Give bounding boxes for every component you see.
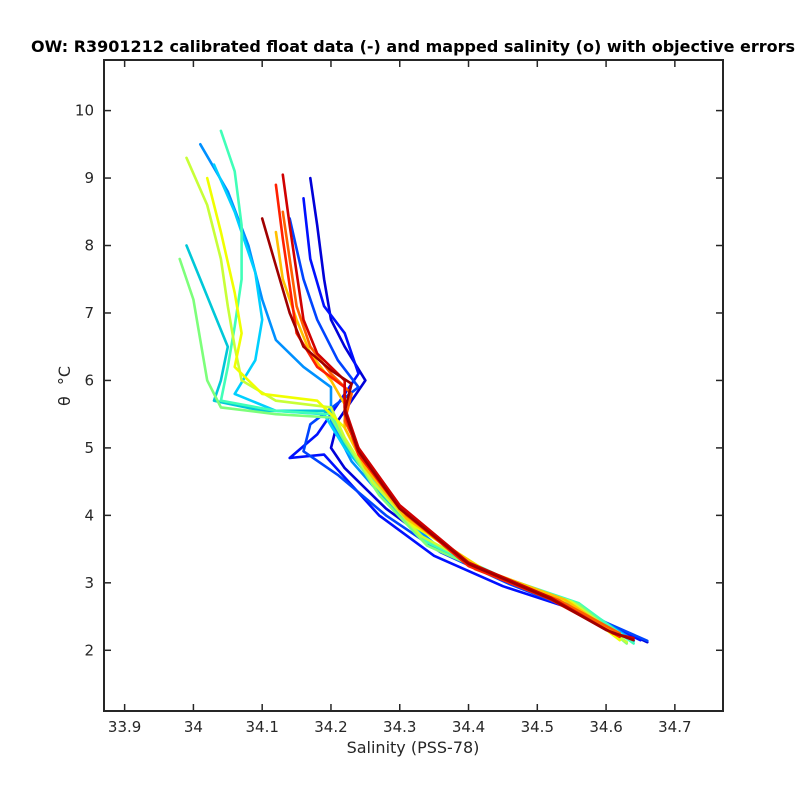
chart-title: OW: R3901212 calibrated float data (-) a… — [31, 37, 795, 56]
x-tick-label: 33.9 — [108, 718, 141, 736]
y-tick-label: 9 — [84, 169, 94, 187]
y-tick-label: 5 — [84, 439, 94, 457]
plot-area — [104, 60, 723, 711]
series-group — [178, 129, 649, 645]
x-axis: 33.9 34 34.1 34.2 34.3 34.4 34.5 34.6 34.7 — [108, 60, 692, 736]
x-tick-label: 34.6 — [589, 718, 622, 736]
x-tick-label: 34.7 — [658, 718, 691, 736]
axes-frame — [103, 59, 724, 712]
y-axis: 2 3 4 5 6 7 8 9 10 — [75, 102, 723, 659]
y-axis-label-symbol: θ — [55, 396, 74, 406]
x-tick-label: 34 — [184, 718, 203, 736]
y-tick-label: 4 — [84, 506, 94, 524]
x-tick-label: 34.5 — [521, 718, 554, 736]
y-tick-label: 10 — [75, 102, 94, 120]
y-axis-label-unit: °C — [55, 366, 74, 385]
series-line-1 — [288, 197, 642, 642]
x-tick-label: 34.4 — [452, 718, 485, 736]
y-axis-label-group: θ °C — [55, 366, 74, 406]
x-tick-label: 34.2 — [314, 718, 347, 736]
x-axis-label: Salinity (PSS-78) — [347, 738, 480, 757]
series-line-14 — [260, 217, 635, 642]
y-tick-label: 7 — [84, 304, 94, 322]
y-axis-label: θ °C — [55, 366, 74, 406]
y-tick-label: 3 — [84, 574, 94, 592]
x-tick-label: 34.3 — [383, 718, 416, 736]
y-tick-label: 8 — [84, 237, 94, 255]
y-tick-label: 6 — [84, 371, 94, 389]
x-tick-label: 34.1 — [245, 718, 278, 736]
y-tick-label: 2 — [84, 641, 94, 659]
